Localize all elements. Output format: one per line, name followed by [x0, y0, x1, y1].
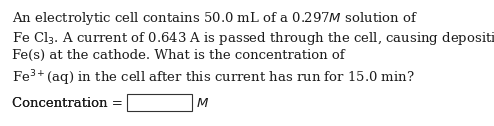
Text: An electrolytic cell contains 50.0 mL of a 0.297$\mathit{M}$ solution of: An electrolytic cell contains 50.0 mL of… [12, 10, 418, 27]
Text: Fe$^{3+}$(aq) in the cell after this current has run for 15.0 min?: Fe$^{3+}$(aq) in the cell after this cur… [12, 69, 415, 88]
Text: $\mathit{M}$: $\mathit{M}$ [196, 97, 209, 110]
Text: Concentration =: Concentration = [12, 97, 127, 110]
FancyBboxPatch shape [127, 94, 192, 111]
Text: Fe Cl$_3$. A current of 0.643 A is passed through the cell, causing deposition o: Fe Cl$_3$. A current of 0.643 A is passe… [12, 29, 494, 46]
Text: Concentration =: Concentration = [12, 97, 127, 110]
Text: Fe(s) at the cathode. What is the concentration of: Fe(s) at the cathode. What is the concen… [12, 49, 345, 62]
